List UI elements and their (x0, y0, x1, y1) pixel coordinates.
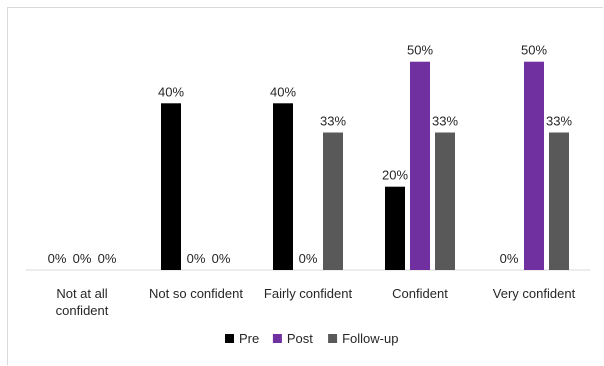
chart-frame (7, 7, 603, 365)
value-label: 50% (521, 43, 547, 58)
category-label: Confident (392, 286, 448, 301)
value-label: 40% (158, 84, 184, 99)
category-label: Very confident (493, 286, 576, 301)
category-labels-group: Not at all confident Not so confident Fairl… (56, 286, 576, 318)
category-label: confident (56, 303, 109, 318)
legend: Pre Post Follow-up (225, 331, 398, 346)
value-label: 0% (212, 251, 231, 266)
legend-swatch (225, 334, 234, 343)
value-label: 20% (382, 168, 408, 183)
bar-post-3 (410, 61, 430, 271)
legend-swatch (328, 334, 338, 343)
value-label: 0% (500, 251, 519, 266)
value-label: 33% (546, 114, 572, 129)
bar-pre-2 (273, 103, 293, 270)
legend-entry: Pre (239, 331, 259, 346)
legend-entry: Post (287, 331, 313, 346)
value-label: 0% (98, 251, 117, 266)
bar-post-4 (524, 61, 544, 271)
bar-follow-up-4 (549, 132, 569, 270)
value-label: 0% (299, 251, 318, 266)
value-label: 0% (73, 251, 92, 266)
bar-pre-1 (161, 103, 181, 270)
bar-follow-up-3 (435, 132, 455, 270)
category-label: Not so confident (149, 286, 243, 301)
bars-group (161, 61, 569, 271)
value-label: 0% (187, 251, 206, 266)
value-label: 33% (432, 114, 458, 129)
value-label: 40% (270, 84, 296, 99)
value-label: 0% (48, 251, 67, 266)
bar-pre-3 (385, 186, 405, 270)
category-label: Fairly confident (264, 286, 353, 301)
category-label: Not at all (56, 286, 107, 301)
legend-swatch (272, 334, 282, 343)
value-label: 50% (407, 43, 433, 58)
legend-entry: Follow-up (342, 331, 398, 346)
value-label: 33% (320, 114, 346, 129)
bar-follow-up-2 (323, 132, 343, 270)
value-labels-group: 0% 0% 0% 40% 0% 0% 40% 0% 33% 20% 50% 33% 0% 50% 33% (48, 43, 573, 266)
